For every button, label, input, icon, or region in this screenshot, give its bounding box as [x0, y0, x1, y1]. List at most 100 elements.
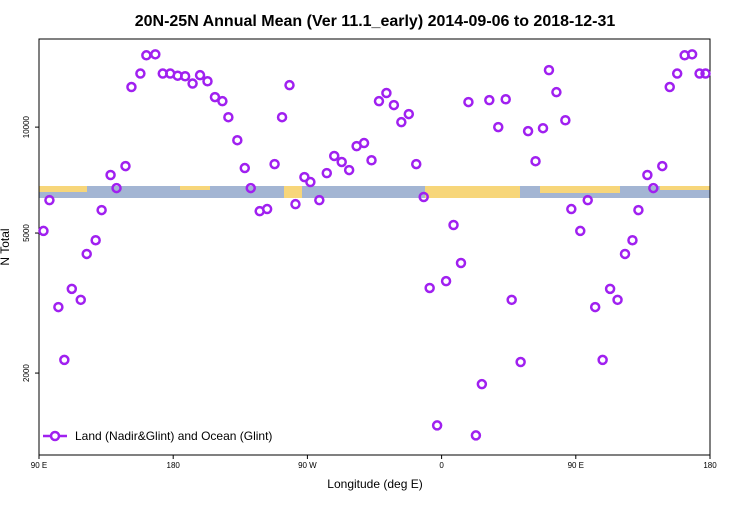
legend-label: Land (Nadir&Glint) and Ocean (Glint): [75, 429, 272, 443]
point: [522, 125, 534, 137]
point: [381, 87, 392, 99]
point: [261, 203, 273, 215]
point: [575, 225, 586, 237]
point: [424, 282, 435, 294]
point: [111, 182, 122, 194]
point: [90, 234, 101, 246]
chart-title: 20N-25N Annual Mean (Ver 11.1_early) 201…: [135, 13, 616, 30]
point: [245, 182, 256, 194]
point: [343, 164, 355, 176]
point: [551, 86, 562, 98]
point: [126, 81, 137, 93]
point: [209, 91, 221, 103]
legend-marker: [49, 430, 61, 442]
point: [217, 95, 228, 107]
point: [664, 81, 675, 93]
point: [500, 94, 511, 105]
y-tick-label: 2000: [22, 364, 31, 382]
point: [96, 204, 107, 216]
point: [506, 294, 517, 306]
point: [411, 158, 422, 170]
point: [328, 150, 340, 162]
point: [284, 79, 295, 91]
point: [470, 430, 482, 441]
land: [660, 186, 710, 190]
point: [373, 95, 385, 107]
point: [566, 203, 577, 215]
x-axis-label: Longitude (deg E): [327, 477, 422, 491]
point: [44, 194, 55, 206]
point: [194, 69, 206, 81]
point: [455, 257, 467, 269]
point: [633, 204, 644, 216]
point: [366, 155, 377, 166]
point: [589, 301, 601, 313]
point: [642, 169, 653, 181]
land: [540, 186, 620, 193]
point: [700, 68, 711, 79]
point: [81, 248, 92, 260]
point: [59, 354, 70, 366]
land: [39, 186, 87, 192]
x-tick-label: 180: [703, 461, 717, 470]
point: [299, 171, 310, 183]
point: [38, 225, 49, 237]
point: [105, 169, 116, 181]
point: [612, 294, 623, 306]
point: [476, 378, 488, 390]
point: [418, 191, 429, 203]
point: [269, 158, 280, 170]
point: [694, 68, 705, 79]
point: [657, 160, 668, 172]
point: [141, 50, 152, 61]
y-tick-label: 10000: [22, 115, 31, 138]
point: [276, 111, 288, 123]
point: [560, 114, 571, 126]
point: [290, 198, 301, 210]
land: [284, 186, 302, 198]
point: [314, 194, 325, 206]
y-axis-label: N Total: [0, 228, 12, 265]
point: [686, 49, 698, 60]
point: [187, 78, 198, 89]
point: [431, 420, 443, 431]
point: [627, 234, 638, 246]
point: [648, 182, 659, 194]
map-strip: [39, 186, 710, 198]
x-tick-label: 90 W: [298, 461, 317, 470]
point: [515, 356, 526, 368]
point: [239, 162, 251, 174]
x-tick-label: 0: [439, 461, 444, 470]
point: [336, 156, 347, 168]
point: [671, 68, 683, 79]
plot-frame: [38, 38, 711, 456]
point: [66, 283, 78, 295]
point: [619, 248, 631, 260]
point: [223, 111, 234, 123]
point: [597, 354, 608, 366]
point: [448, 219, 459, 231]
y-tick-label: 5000: [22, 224, 31, 242]
point: [179, 70, 191, 82]
point: [493, 121, 504, 133]
point: [530, 155, 541, 167]
point: [53, 301, 64, 313]
point: [388, 99, 400, 111]
x-tick-label: 90 E: [31, 461, 47, 470]
point: [604, 283, 616, 295]
point: [484, 94, 495, 106]
point: [232, 134, 243, 146]
point: [305, 176, 316, 188]
x-tick-label: 90 E: [568, 461, 584, 470]
x-tick-label: 180: [167, 461, 181, 470]
point: [537, 122, 549, 134]
point: [75, 294, 87, 306]
point: [150, 49, 161, 60]
point: [202, 76, 213, 87]
point: [120, 160, 131, 172]
point: [321, 167, 333, 179]
point: [543, 64, 555, 76]
point: [396, 116, 407, 128]
point: [135, 68, 146, 79]
